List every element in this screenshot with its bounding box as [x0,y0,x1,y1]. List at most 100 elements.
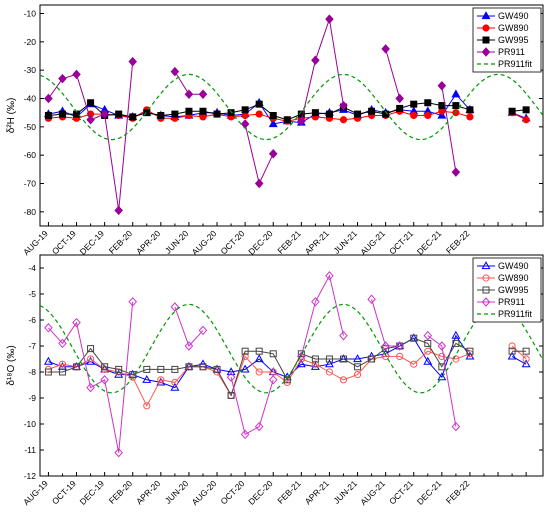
y-tick-label: -10 [24,419,37,429]
data-point [395,93,404,104]
data-point [522,116,530,124]
data-point [268,119,278,128]
data-point [44,112,52,119]
data-point [268,149,278,159]
data-point [255,110,263,118]
legend-marker [482,24,490,32]
data-point [240,119,250,129]
x-tick-label: JUN-21 [332,228,360,256]
data-point [115,365,123,373]
data-point [451,167,461,177]
legend-label: GW890 [498,23,529,33]
data-point [339,355,347,363]
x-tick-label: JUN-20 [163,478,191,506]
data-point [396,104,404,112]
data-point [58,338,67,349]
data-point [382,352,390,360]
data-point [452,102,460,110]
data-point [437,110,447,119]
legend-item-pr911: PR911 [477,47,525,57]
data-point [354,110,362,118]
data-point [128,56,138,67]
y-tick-label: -9 [28,393,36,403]
y-tick-label: -50 [24,122,37,132]
legend-item-gw490: GW490 [477,261,529,271]
data-point [452,109,460,117]
data-point [423,330,433,341]
data-point [410,360,418,368]
data-point [452,355,460,363]
data-point [508,342,516,350]
legend-marker [481,261,491,270]
x-tick-label: DEC-20 [246,478,275,507]
data-point [171,378,179,386]
data-point [339,330,348,341]
series-gw995 [44,99,530,124]
data-point [297,350,305,358]
data-point [367,294,376,304]
data-point [451,421,461,432]
data-point [310,361,320,370]
legend-label: GW995 [498,285,529,295]
data-point [297,116,306,126]
legend-label: GW890 [498,273,529,283]
data-point [143,365,151,373]
x-tick-label: AUG-20 [190,478,219,507]
legend-label: GW490 [498,261,529,271]
data-point [240,364,250,373]
x-tick-label: OCT-19 [50,228,78,256]
data-point [269,112,277,119]
data-point [521,359,531,368]
data-point [143,402,151,410]
x-tick-label: APR-20 [134,228,162,256]
data-point [129,113,137,121]
data-point [438,102,446,110]
data-point [44,323,53,333]
y-tick-label: -20 [24,37,37,47]
legend-item-gw490: GW490 [477,11,529,21]
series-pr911fit [40,303,543,394]
legend-marker [481,297,491,307]
data-point [170,302,180,312]
plot-frame [39,4,544,227]
data-point [58,110,66,118]
legend-marker [482,274,490,282]
x-tick-label: AUG-20 [190,228,219,257]
y-tick-label: -11 [24,445,36,455]
data-point [114,369,124,378]
data-point [199,107,207,115]
data-point [171,110,179,118]
data-point [339,100,348,111]
data-point [437,341,447,351]
x-tick-label: FEB-22 [444,228,472,256]
data-point [507,351,517,360]
data-point [424,339,432,347]
data-point [381,341,390,351]
data-point [325,355,333,363]
data-point [353,354,362,363]
data-point [255,347,263,355]
y-tick-label: -4 [28,263,36,273]
data-point [381,44,390,54]
data-point [241,352,249,360]
y-tick-label: -40 [24,94,37,104]
data-point [100,375,109,385]
y-tick-label: -80 [24,207,37,217]
data-point [254,421,264,432]
data-point [451,330,461,339]
x-tick-label: APR-21 [303,478,331,506]
y-tick-label: -60 [24,150,37,160]
data-point [255,100,263,108]
data-point [58,360,67,368]
plot-area [40,14,543,216]
x-tick-label: OCT-20 [218,228,246,256]
data-point [508,347,516,355]
data-point [254,354,264,363]
data-point [156,377,166,386]
legend-label: PR911 [498,297,525,307]
data-point [283,116,291,124]
legend-marker [482,36,490,44]
legend: GW490 GW890 GW995 PR911 PR911fit [472,257,542,323]
data-point [325,110,333,118]
data-point [43,356,53,365]
